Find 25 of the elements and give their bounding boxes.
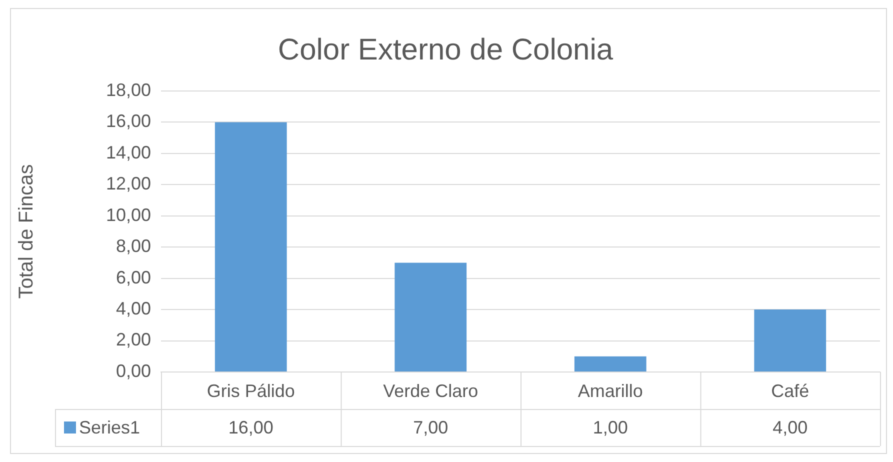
x-tick-label: Café — [771, 380, 810, 401]
bar — [574, 356, 646, 372]
bar — [214, 122, 287, 372]
legend-label: Series1 — [79, 417, 140, 438]
y-tick-label: 6,00 — [116, 267, 151, 288]
bar — [754, 310, 826, 372]
y-tick-label: 18,00 — [106, 80, 151, 100]
chart-title: Color Externo de Colonia — [278, 33, 614, 66]
data-label: 16,00 — [228, 417, 274, 438]
y-tick-label: 12,00 — [106, 174, 151, 194]
y-tick-label: 14,00 — [106, 142, 151, 162]
x-tick-label: Gris Pálido — [206, 380, 295, 401]
data-label: 7,00 — [413, 417, 448, 438]
y-tick-label: 8,00 — [116, 236, 151, 256]
y-tick-label: 10,00 — [106, 204, 151, 225]
y-tick-label: 4,00 — [116, 298, 151, 319]
y-tick-label: 16,00 — [106, 111, 151, 132]
x-tick-label: Amarillo — [578, 380, 643, 401]
y-axis-title: Total de Fincas — [16, 164, 38, 299]
x-tick-label: Verde Claro — [383, 380, 478, 401]
y-tick-label: 2,00 — [116, 330, 151, 350]
data-label: 4,00 — [772, 417, 808, 438]
bar — [394, 262, 467, 372]
data-label: 1,00 — [592, 417, 628, 438]
y-tick-label: 0,00 — [116, 360, 151, 381]
